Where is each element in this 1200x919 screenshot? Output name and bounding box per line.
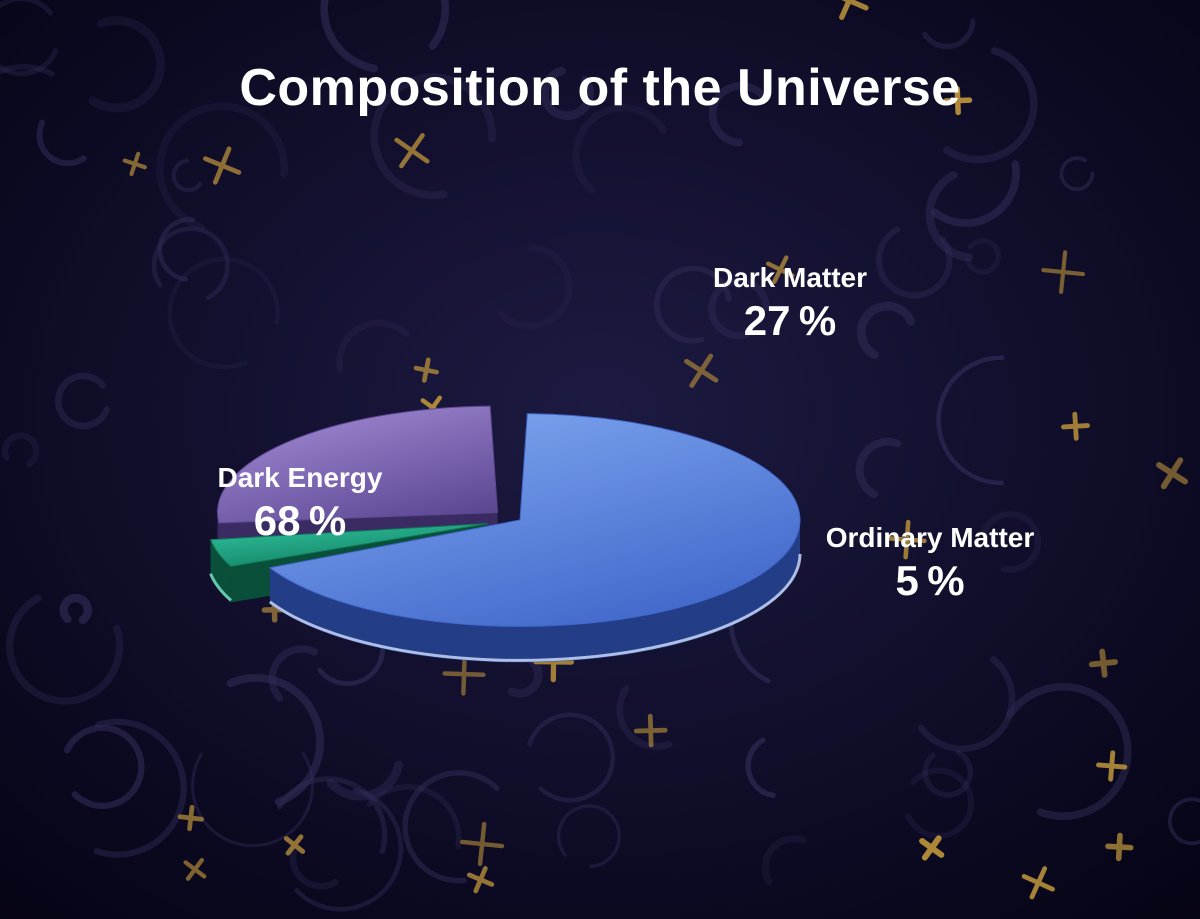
infographic-stage: Composition of the Universe Dark Energy6…: [0, 0, 1200, 919]
slice-name-ordinary_matter: Ordinary Matter: [790, 520, 1070, 555]
slice-label-dark_energy: Dark Energy68 %: [160, 460, 440, 548]
slice-name-dark_matter: Dark Matter: [650, 260, 930, 295]
slice-value-dark_matter: 27 %: [650, 295, 930, 348]
slice-label-ordinary_matter: Ordinary Matter5 %: [790, 520, 1070, 608]
slice-label-dark_matter: Dark Matter27 %: [650, 260, 930, 348]
slice-value-dark_energy: 68 %: [160, 495, 440, 548]
slice-name-dark_energy: Dark Energy: [160, 460, 440, 495]
slice-value-ordinary_matter: 5 %: [790, 555, 1070, 608]
